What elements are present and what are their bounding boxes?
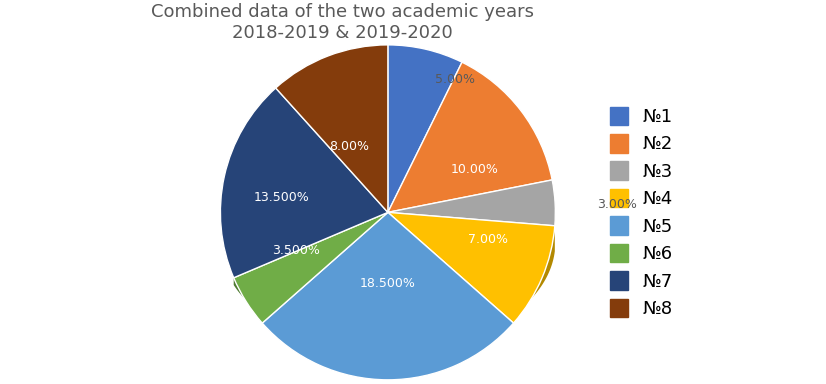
Legend: №1, №2, №3, №4, №5, №6, №7, №8: №1, №2, №3, №4, №5, №6, №7, №8 [610,106,672,318]
Text: 3.500%: 3.500% [272,243,320,257]
Polygon shape [514,221,555,314]
Text: 13.500%: 13.500% [254,190,310,204]
Text: 7.00%: 7.00% [468,233,508,247]
Title: Combined data of the two academic years
2018-2019 & 2019-2020: Combined data of the two academic years … [151,3,534,42]
Text: 3.00%: 3.00% [597,198,637,211]
Wedge shape [234,212,388,323]
Text: 8.00%: 8.00% [329,140,369,153]
Polygon shape [234,255,262,314]
Wedge shape [276,45,388,212]
Polygon shape [262,284,514,351]
Text: 10.00%: 10.00% [450,163,498,176]
Wedge shape [388,212,555,323]
Text: 5.00%: 5.00% [435,73,476,86]
Wedge shape [262,212,514,380]
Wedge shape [221,88,388,278]
Wedge shape [388,45,462,212]
Text: 18.500%: 18.500% [360,276,415,290]
Wedge shape [388,62,553,212]
Wedge shape [388,180,555,226]
